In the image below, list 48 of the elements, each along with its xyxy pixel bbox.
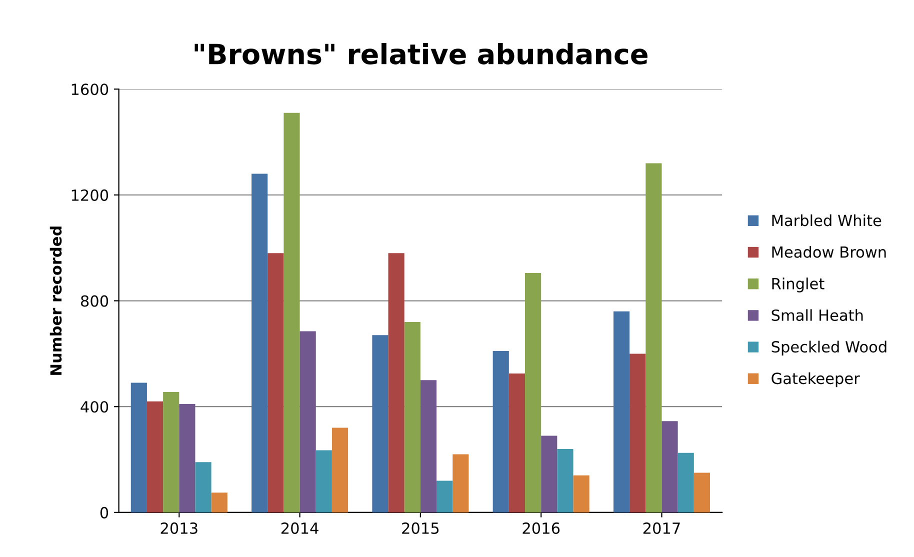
y-tick-label: 0 [100,506,108,518]
bar [694,472,710,512]
bar [163,392,180,512]
x-tick-label: 2016 [522,522,560,534]
bar [662,421,678,512]
y-tick-label: 1200 [72,189,108,201]
x-tick-label: 2017 [643,522,680,534]
legend-label: Meadow Brown [772,246,886,258]
legend-label: Ringlet [772,278,824,292]
bar [300,331,316,512]
bar [211,492,228,512]
bar [388,253,404,512]
chart-title: "Browns" relative abundance [194,43,648,65]
x-tick-label: 2013 [160,522,198,534]
legend-label: Gatekeeper [772,372,860,388]
bar [252,174,268,512]
bar [316,450,332,512]
x-tick-label: 2014 [281,522,318,534]
legend-label: Small Heath [772,309,863,322]
legend-label: Speckled Wood [772,340,886,356]
bar [146,401,164,512]
bar [678,452,694,512]
bar [284,112,300,512]
bar [508,374,525,512]
x-tick-label: 2015 [402,522,439,534]
bar [613,311,630,512]
bar [195,462,212,512]
bar [557,448,574,512]
bar [630,354,646,512]
bar [268,253,284,512]
bar [452,454,469,512]
y-tick-label: 1600 [72,84,108,96]
bar [646,163,662,512]
bar [420,380,437,512]
bar [573,475,590,512]
bar [541,436,558,512]
bar [404,322,420,512]
bar [525,273,542,512]
bar [130,382,147,512]
bar [372,335,388,512]
y-tick-label: 400 [80,401,108,413]
bar [179,404,196,512]
y-axis-title: Number recorded [50,226,62,375]
bar [332,428,348,512]
bar [492,351,509,512]
y-tick-label: 800 [80,295,108,307]
bar [436,480,453,512]
legend-label: Marbled White [772,214,882,226]
